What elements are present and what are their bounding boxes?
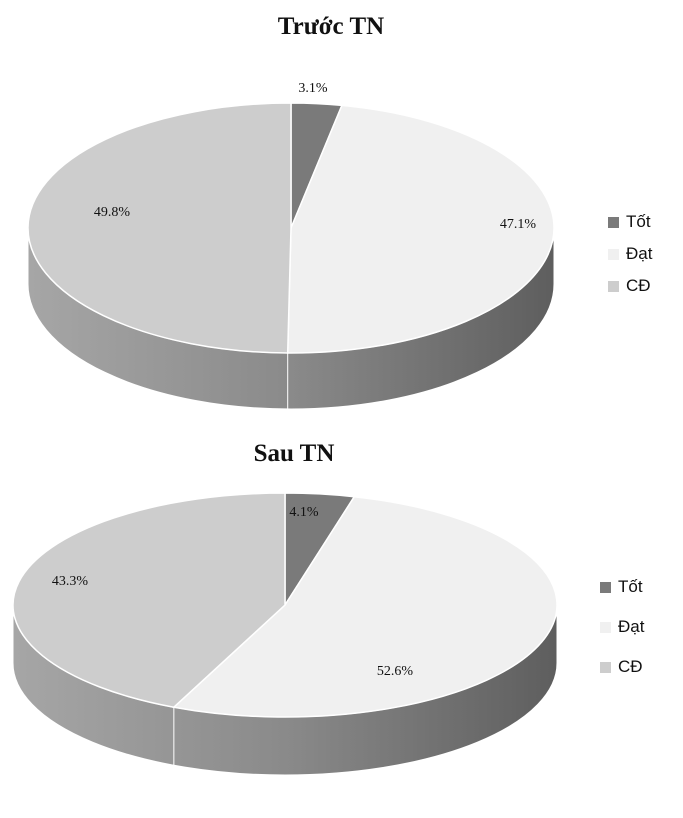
pie-chart-after: Sau TN 4.1% 52.6% 43.3% Tốt Đạt CĐ [13, 440, 645, 775]
data-label: 47.1% [500, 217, 537, 232]
legend-swatch [608, 249, 619, 260]
legend-swatch [600, 662, 611, 673]
data-label: 3.1% [298, 81, 328, 96]
legend-swatch [600, 582, 611, 593]
legend-label: Tốt [626, 212, 651, 231]
data-label: 43.3% [52, 574, 89, 589]
data-label: 4.1% [289, 505, 319, 520]
pie-top [13, 493, 557, 717]
legend-swatch [608, 281, 619, 292]
legend-swatch [608, 217, 619, 228]
chart-title: Trước TN [278, 13, 384, 40]
pie-chart-before: Trước TN 3.1% 47.1% 49.8% Tốt Đạt CĐ [28, 13, 653, 409]
legend-label: CĐ [626, 276, 651, 295]
legend-label: Tốt [618, 577, 643, 596]
data-label: 52.6% [377, 664, 414, 679]
legend-label: Đạt [618, 617, 645, 636]
legend-label: Đạt [626, 244, 653, 263]
legend-swatch [600, 622, 611, 633]
data-label: 49.8% [94, 205, 131, 220]
legend-label: CĐ [618, 657, 643, 676]
legend: Tốt Đạt CĐ [600, 577, 645, 676]
pie-top [28, 103, 554, 353]
chart-title: Sau TN [254, 440, 335, 467]
legend: Tốt Đạt CĐ [608, 212, 653, 295]
